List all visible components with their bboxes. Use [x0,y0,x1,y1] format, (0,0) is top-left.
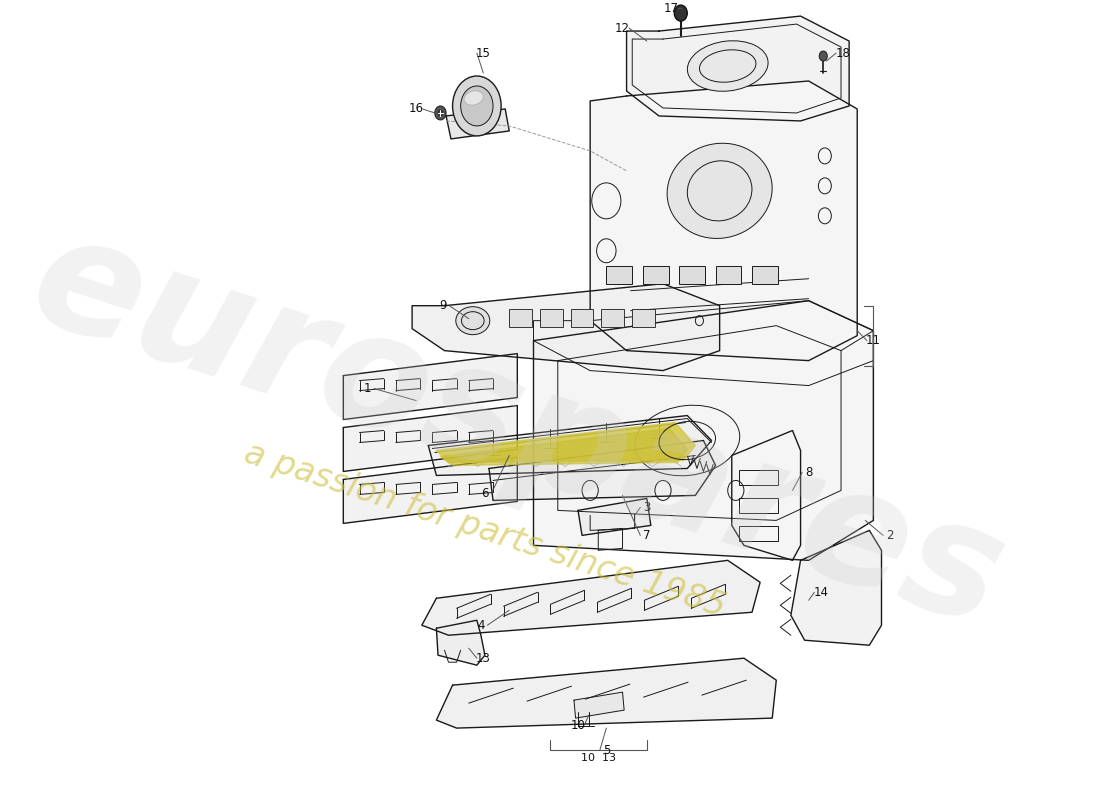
Text: 10: 10 [571,718,585,732]
Circle shape [434,106,447,120]
Text: 15: 15 [476,46,491,59]
Polygon shape [421,560,760,635]
Circle shape [461,86,493,126]
Polygon shape [627,16,849,121]
Polygon shape [343,406,517,471]
Polygon shape [574,692,624,718]
Text: 3: 3 [644,501,650,514]
Text: 2: 2 [886,529,893,542]
Text: 11: 11 [866,334,881,347]
Polygon shape [534,301,873,560]
Bar [540,309,562,326]
Text: 10  13: 10 13 [581,753,616,763]
Text: 8: 8 [805,466,812,479]
Text: 5: 5 [603,743,611,757]
Bar [571,309,593,326]
Polygon shape [428,415,712,475]
Bar [739,470,778,486]
Text: 18: 18 [835,46,850,59]
Bar [679,266,705,284]
Bar [602,309,624,326]
Bar [739,526,778,542]
Text: 12: 12 [615,22,630,34]
Circle shape [820,51,827,61]
Polygon shape [732,430,801,560]
Circle shape [452,76,502,136]
Polygon shape [343,354,517,419]
Bar [509,309,532,326]
Polygon shape [447,109,509,139]
Ellipse shape [667,143,772,238]
Ellipse shape [464,90,483,105]
Polygon shape [490,441,716,501]
Polygon shape [437,422,695,462]
Circle shape [674,5,688,21]
Ellipse shape [455,306,490,334]
Polygon shape [412,284,719,370]
Bar [632,309,654,326]
Polygon shape [437,620,485,665]
Bar [642,266,669,284]
Text: 16: 16 [409,102,424,115]
Bar [752,266,778,284]
Circle shape [438,110,443,116]
Text: 6: 6 [481,487,488,500]
Bar [606,266,632,284]
Bar [716,266,741,284]
Polygon shape [591,81,857,361]
Polygon shape [534,301,873,386]
Polygon shape [578,498,651,535]
Text: 1: 1 [364,382,372,395]
Bar [739,498,778,514]
Polygon shape [343,458,517,523]
Polygon shape [437,658,777,728]
Polygon shape [791,530,881,646]
Text: 9: 9 [439,299,447,312]
Text: 4: 4 [477,618,485,632]
Text: a passion for parts since 1985: a passion for parts since 1985 [240,437,729,624]
Text: eurospares: eurospares [13,201,1022,660]
Ellipse shape [688,41,768,91]
Polygon shape [440,429,688,466]
Text: 17: 17 [663,2,679,14]
Text: 7: 7 [644,529,650,542]
Text: 13: 13 [476,652,491,665]
Text: 14: 14 [813,586,828,598]
